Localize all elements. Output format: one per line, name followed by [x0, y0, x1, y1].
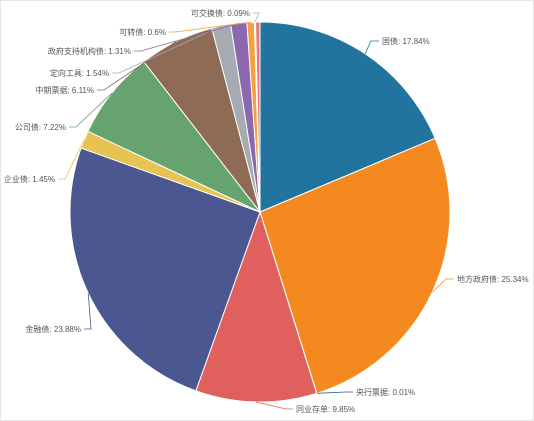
leader-line-4 — [256, 401, 293, 410]
leader-line-10 — [134, 22, 239, 52]
slice-label-5: 金融债: 23.88% — [25, 324, 81, 334]
slice-label-6: 企业债: 1.45% — [4, 174, 55, 184]
slice-label-3: 央行票据: 0.01% — [356, 387, 415, 397]
leader-line-6 — [58, 139, 85, 180]
slice-label-1: 国债: 17.84% — [382, 36, 430, 46]
leader-line-12 — [253, 12, 260, 23]
leader-line-1 — [364, 40, 379, 54]
leader-line-3 — [316, 391, 353, 394]
slice-label-9: 定向工具: 1.54% — [50, 68, 109, 78]
leader-line-2 — [432, 278, 454, 293]
leader-line-9 — [112, 25, 222, 74]
slice-4[interactable] — [195, 210, 318, 403]
slice-2[interactable] — [259, 137, 451, 394]
slice-label-7: 公司债: 7.22% — [15, 122, 66, 132]
slice-labels: 国债: 17.84% 地方政府债: 25.34% 央行票据: 0.01%同业存单: … — [4, 8, 529, 414]
pie-slices — [69, 21, 451, 403]
slice-label-10: 政府支持机构债: 1.31% — [48, 46, 131, 56]
leader-line-7 — [69, 92, 112, 128]
slice-1[interactable] — [259, 21, 436, 213]
leader-line-11 — [169, 21, 251, 33]
leader-line-5 — [84, 293, 92, 330]
slice-label-8: 中期票据: 6.11% — [35, 85, 94, 95]
slice-label-12: 可交换债: 0.09% — [191, 8, 250, 18]
leader-lines — [58, 12, 454, 410]
slice-label-11: 可转债: 0.6% — [119, 27, 166, 37]
slice-13[interactable] — [254, 21, 261, 213]
slice-label-4: 同业存单: 9.85% — [296, 404, 355, 414]
slice-label-2: 地方政府债: 25.34% — [457, 274, 529, 284]
